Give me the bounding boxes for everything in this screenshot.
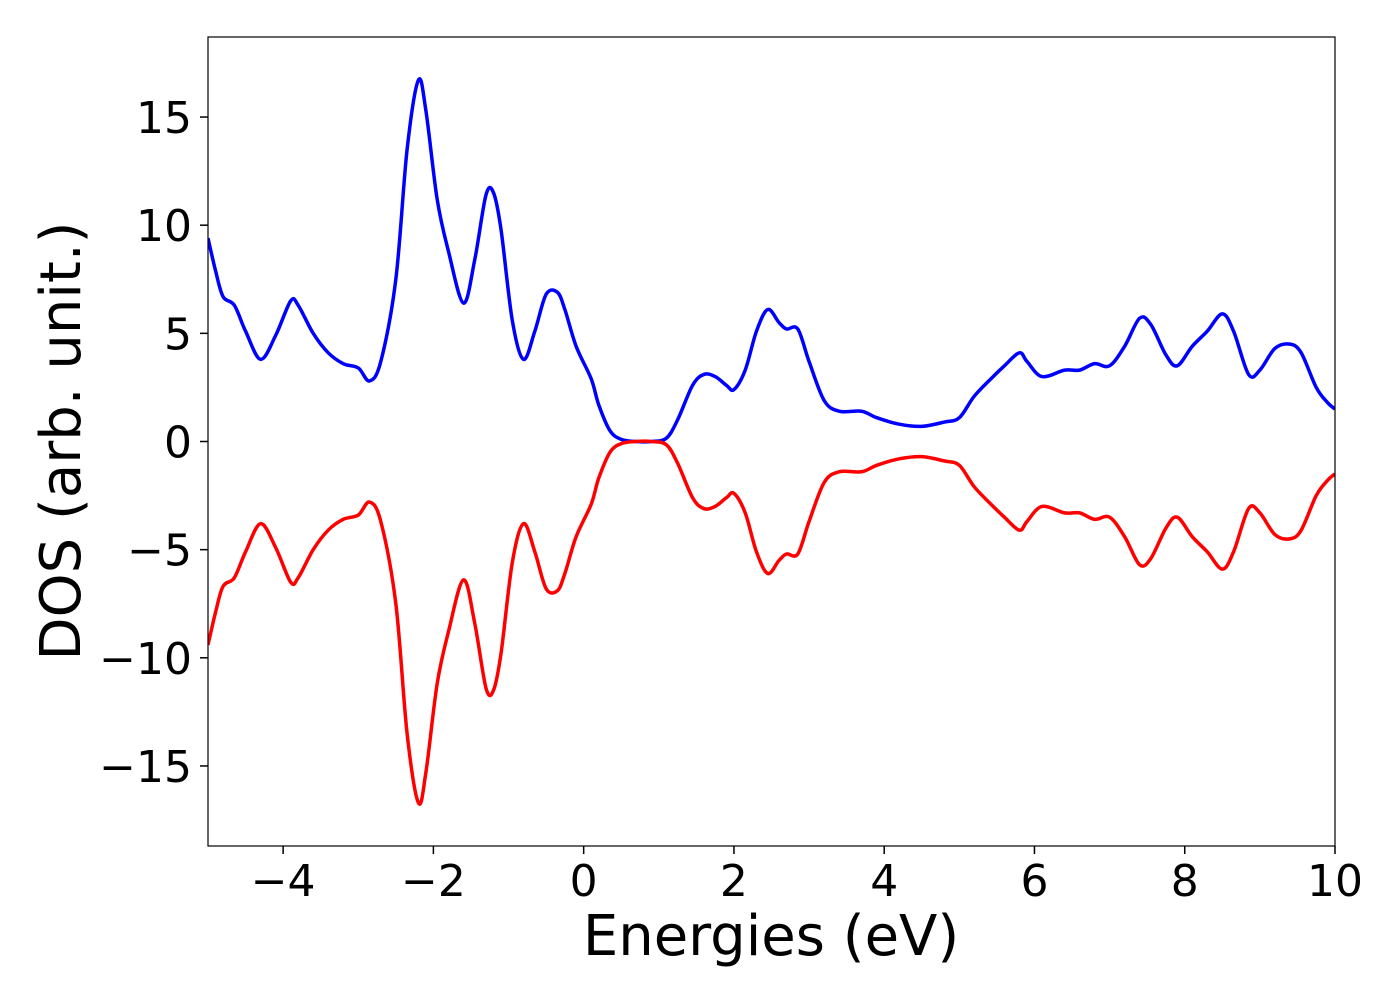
x-tick-label: 2: [720, 856, 748, 907]
x-tick-label: −2: [401, 856, 466, 907]
x-tick-label: 4: [870, 856, 898, 907]
y-tick-label: 5: [164, 309, 192, 360]
y-tick-label: 10: [136, 201, 192, 252]
x-tick-label: 10: [1307, 856, 1363, 907]
y-tick-label: 0: [164, 418, 192, 469]
x-tick-label: 6: [1020, 856, 1048, 907]
y-tick-label: −10: [99, 634, 192, 685]
x-tick-label: −4: [251, 856, 316, 907]
x-tick-label: 0: [570, 856, 598, 907]
y-tick-label: −15: [99, 742, 192, 793]
plot-frame: [207, 36, 1336, 847]
x-tick-label: 8: [1171, 856, 1199, 907]
line: [208, 439, 1335, 806]
y-tick-label: 15: [136, 93, 192, 144]
y-tick-label: −5: [127, 526, 192, 577]
line: [208, 77, 1335, 444]
y-axis-label: DOS (arb. unit.): [29, 221, 94, 660]
x-axis-label: Energies (eV): [583, 904, 959, 969]
